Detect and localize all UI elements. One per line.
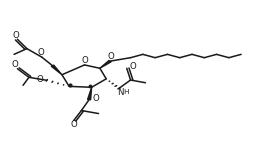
Text: O: O: [13, 31, 19, 40]
Polygon shape: [100, 61, 111, 68]
Text: O: O: [36, 75, 43, 84]
Polygon shape: [88, 87, 92, 100]
Text: O: O: [108, 52, 114, 61]
Text: N: N: [117, 88, 124, 97]
Text: O: O: [70, 120, 77, 129]
Text: O: O: [130, 62, 136, 71]
Text: O: O: [81, 56, 88, 65]
Polygon shape: [51, 65, 62, 75]
Text: O: O: [37, 48, 44, 57]
Text: O: O: [12, 60, 18, 69]
Text: H: H: [123, 89, 129, 95]
Text: O: O: [92, 94, 99, 103]
